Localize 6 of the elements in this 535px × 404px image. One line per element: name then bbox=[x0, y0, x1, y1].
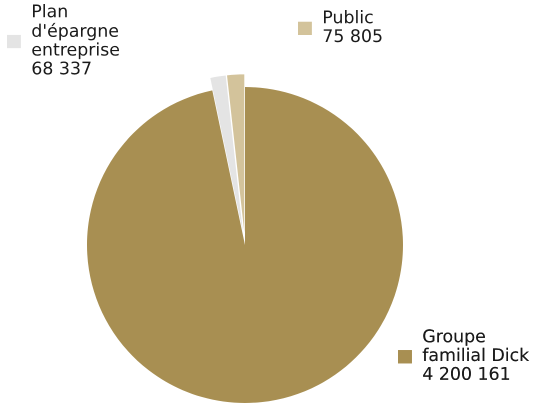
legend-label: Groupe familial Dick bbox=[422, 329, 530, 362]
data-label: 75 805 bbox=[324, 29, 382, 42]
data-label: 68 337 bbox=[32, 61, 91, 75]
data-label: 4 200 161 bbox=[423, 366, 510, 380]
legend-label: Plan d'épargne entreprise bbox=[32, 4, 120, 60]
legend-label: Public bbox=[324, 10, 373, 24]
